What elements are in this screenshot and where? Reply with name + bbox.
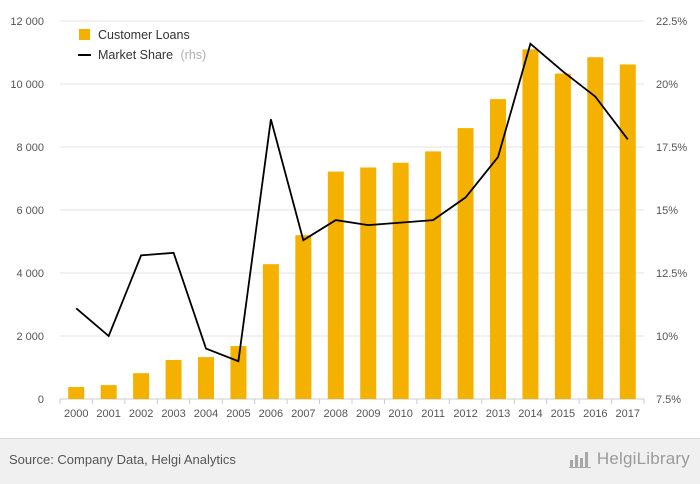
legend-label-customer-loans: Customer Loans [98, 28, 190, 42]
bar-2015 [554, 73, 571, 399]
left-tick-label: 2 000 [16, 331, 44, 343]
bar-2017 [619, 64, 636, 399]
bar-2014 [522, 49, 539, 399]
bar-2001 [100, 385, 117, 399]
x-tick-label: 2013 [486, 408, 510, 420]
left-tick-label: 8 000 [16, 142, 44, 154]
legend-market-share-suffix: (rhs) [181, 48, 207, 62]
bar-2012 [457, 128, 474, 399]
bar-2016 [587, 57, 604, 399]
x-tick-label: 2002 [129, 408, 153, 420]
bar-2009 [360, 167, 377, 399]
line-series-market-share [75, 42, 629, 363]
x-tick-label: 2004 [194, 408, 218, 420]
bar-2008 [327, 171, 344, 399]
combo-chart: 0 2 000 4 000 6 000 8 000 10 000 12 000 7.5% 10… [10, 16, 687, 420]
footer: Source: Company Data, Helgi Analytics He… [0, 438, 700, 484]
bar-2010 [392, 162, 409, 399]
brand-name: HelgiLibrary [596, 449, 690, 468]
right-tick-label: 10% [656, 331, 678, 343]
x-tick-label: 2009 [356, 408, 380, 420]
right-tick-label: 15% [656, 205, 678, 217]
x-tick-label: 2017 [616, 408, 640, 420]
left-tick-label: 0 [38, 394, 44, 406]
x-tick-label: 2012 [453, 408, 477, 420]
bar-2007 [295, 235, 312, 399]
x-tick-label: 2003 [161, 408, 185, 420]
x-tick-label: 2010 [388, 408, 412, 420]
left-tick-label: 4 000 [16, 268, 44, 280]
market-share-line [75, 42, 629, 363]
x-tick-label: 2015 [551, 408, 575, 420]
bar-chart-logo-icon [568, 452, 591, 468]
x-tick-label: 2001 [96, 408, 120, 420]
left-tick-label: 10 000 [10, 79, 44, 91]
x-tick-label: 2008 [324, 408, 348, 420]
bar-2006 [262, 264, 279, 399]
gridlines [60, 20, 644, 400]
bar-2004 [198, 357, 214, 399]
x-tick-label: 2007 [291, 408, 315, 420]
bar-2000 [68, 387, 85, 399]
x-tick-label: 2006 [259, 408, 283, 420]
bar-series-customer-loans [68, 49, 636, 400]
x-tick-label: 2005 [226, 408, 250, 420]
bar-2011 [425, 151, 442, 399]
bar-2003 [165, 359, 182, 399]
left-axis: 0 2 000 4 000 6 000 8 000 10 000 12 000 [10, 16, 44, 406]
right-tick-label: 7.5% [656, 394, 681, 406]
right-tick-label: 17.5% [656, 142, 687, 154]
bar-2013 [490, 99, 506, 400]
x-tick-label: 2014 [518, 408, 542, 420]
right-tick-label: 22.5% [656, 16, 687, 28]
legend-label-market-share: Market Share (rhs) [98, 48, 206, 62]
x-tick-label: 2011 [421, 408, 445, 420]
left-tick-label: 6 000 [16, 205, 44, 217]
legend-market-share-name: Market Share [98, 48, 173, 62]
legend: Customer Loans Market Share (rhs) [78, 28, 206, 62]
x-axis: 2000 2001 2002 2003 2004 2005 2006 2007 2008 2009… [59, 399, 645, 420]
bar-2002 [133, 373, 150, 399]
right-axis: 7.5% 10% 12.5% 15% 17.5% 20% 22.5% [656, 16, 687, 406]
legend-swatch-customer-loans [79, 29, 90, 40]
x-tick-label: 2016 [583, 408, 607, 420]
bar-2005 [230, 346, 247, 399]
brand[interactable]: HelgiLibrary [568, 449, 690, 469]
right-tick-label: 20% [656, 79, 678, 91]
right-tick-label: 12.5% [656, 268, 687, 280]
left-tick-label: 12 000 [10, 16, 44, 28]
x-tick-label: 2000 [64, 408, 88, 420]
source-note: Source: Company Data, Helgi Analytics [9, 452, 236, 467]
